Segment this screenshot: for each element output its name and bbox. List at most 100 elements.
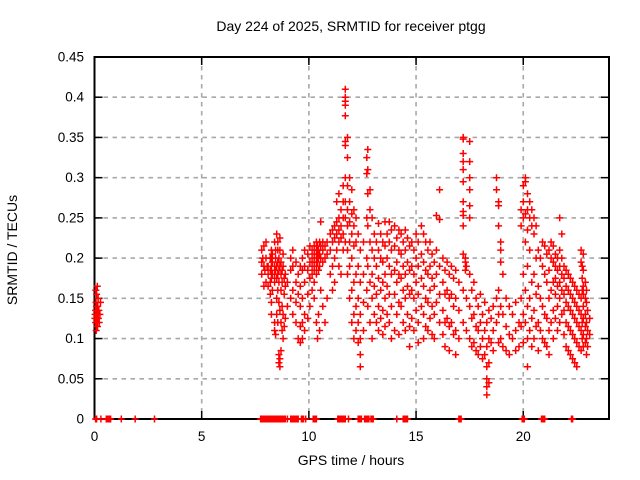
scatter-point xyxy=(445,270,453,278)
scatter-point xyxy=(397,230,405,238)
scatter-point xyxy=(383,282,391,290)
scatter-point xyxy=(344,133,351,141)
scatter-point xyxy=(369,415,377,423)
scatter-point xyxy=(497,246,505,254)
scatter-point xyxy=(301,262,309,270)
scatter-point xyxy=(281,282,289,290)
scatter-point xyxy=(476,290,484,298)
scatter-point xyxy=(368,294,376,302)
scatter-point xyxy=(414,262,422,270)
scatter-point xyxy=(569,294,577,302)
scatter-point xyxy=(462,327,470,334)
scatter-point xyxy=(479,355,486,363)
scatter-point xyxy=(566,351,574,359)
scatter-point xyxy=(350,206,358,214)
scatter-point xyxy=(493,294,500,302)
scatter-point xyxy=(273,294,281,302)
scatter-point xyxy=(497,302,505,310)
scatter-point xyxy=(364,166,372,174)
scatter-point xyxy=(447,262,455,270)
scatter-point xyxy=(275,254,283,262)
scatter-point xyxy=(558,286,566,294)
scatter-point xyxy=(354,230,362,238)
scatter-point xyxy=(279,262,287,270)
scatter-point xyxy=(432,246,440,254)
scatter-point xyxy=(474,302,482,310)
scatter-point xyxy=(466,335,474,343)
scatter-point xyxy=(481,327,489,334)
scatter-point xyxy=(420,258,428,266)
scatter-point xyxy=(329,238,336,246)
scatter-point xyxy=(543,250,551,258)
scatter-point xyxy=(289,262,297,270)
scatter-point xyxy=(564,286,572,294)
scatter-point xyxy=(558,310,566,318)
scatter-point xyxy=(312,415,320,423)
scatter-point xyxy=(356,246,364,254)
scatter-point xyxy=(348,319,356,326)
scatter-point xyxy=(350,310,358,318)
y-tick-label: 0.35 xyxy=(58,130,84,145)
scatter-point xyxy=(360,238,367,246)
scatter-point xyxy=(485,379,493,387)
scatter-point xyxy=(379,238,387,246)
scatter-point xyxy=(395,331,403,338)
scatter-point xyxy=(578,262,586,270)
x-tick-label: 0 xyxy=(91,429,99,444)
scatter-point xyxy=(354,319,362,326)
scatter-point xyxy=(556,214,564,222)
scatter-point xyxy=(395,298,403,306)
scatter-point xyxy=(485,359,493,367)
scatter-point xyxy=(424,298,432,306)
scatter-point xyxy=(554,302,561,310)
scatter-point xyxy=(368,214,376,222)
scatter-point xyxy=(404,234,411,242)
y-tick-label: 0 xyxy=(76,412,84,427)
scatter-point xyxy=(452,266,460,274)
scatter-point xyxy=(462,294,470,302)
scatter-point xyxy=(509,310,516,318)
scatter-point xyxy=(479,335,486,343)
scatter-point xyxy=(354,262,362,270)
scatter-point xyxy=(428,250,436,258)
scatter-point xyxy=(406,323,414,330)
scatter-point xyxy=(323,250,331,258)
scatter-point xyxy=(551,290,559,298)
scatter-point xyxy=(272,331,280,338)
scatter-point xyxy=(301,278,309,286)
scatter-point xyxy=(470,278,478,286)
scatter-point xyxy=(329,226,336,234)
scatter-point xyxy=(583,351,590,359)
scatter-point xyxy=(375,246,382,254)
scatter-point xyxy=(583,335,590,343)
scatter-point xyxy=(393,310,401,318)
scatter-point xyxy=(346,294,354,302)
scatter-point xyxy=(483,343,491,351)
scatter-point xyxy=(364,262,372,270)
scatter-point xyxy=(379,258,387,266)
scatter-point xyxy=(564,270,572,278)
scatter-point xyxy=(377,254,385,262)
scatter-point xyxy=(562,266,570,274)
scatter-point xyxy=(383,310,391,318)
scatter-point xyxy=(569,310,577,318)
scatter-point xyxy=(472,323,480,330)
scatter-point xyxy=(414,319,422,326)
scatter-point xyxy=(571,335,579,343)
scatter-point xyxy=(94,294,102,302)
scatter-point xyxy=(541,270,549,278)
scatter-point xyxy=(387,270,395,278)
scatter-point xyxy=(521,286,529,294)
scatter-point xyxy=(391,222,399,230)
scatter-point xyxy=(495,286,503,294)
scatter-point xyxy=(443,286,451,294)
scatter-point xyxy=(422,323,430,330)
scatter-point xyxy=(94,314,102,322)
scatter-point xyxy=(439,278,447,286)
scatter-point xyxy=(586,331,594,338)
scatter-point xyxy=(579,266,587,274)
scatter-point xyxy=(569,355,577,363)
scatter-point xyxy=(459,178,467,186)
scatter-point xyxy=(560,262,568,270)
